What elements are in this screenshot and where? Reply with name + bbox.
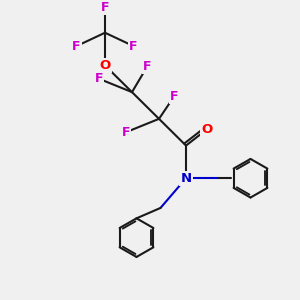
Text: F: F — [101, 1, 109, 14]
Text: F: F — [129, 40, 138, 52]
Text: F: F — [95, 72, 103, 85]
Text: O: O — [201, 123, 213, 136]
Text: F: F — [170, 90, 178, 103]
Text: O: O — [99, 59, 111, 72]
Text: F: F — [143, 60, 151, 74]
Text: F: F — [122, 126, 130, 139]
Text: N: N — [180, 172, 192, 185]
Text: F: F — [72, 40, 81, 52]
